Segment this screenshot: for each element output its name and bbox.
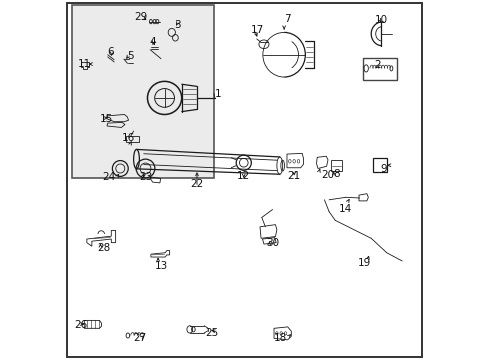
Text: 23: 23 — [139, 172, 152, 182]
Text: 11: 11 — [78, 59, 91, 69]
Text: 16: 16 — [122, 132, 135, 143]
Text: 18: 18 — [273, 333, 286, 343]
Text: 17: 17 — [250, 24, 264, 35]
Text: 13: 13 — [155, 261, 168, 271]
Text: 20: 20 — [320, 170, 333, 180]
Text: 15: 15 — [100, 114, 113, 124]
Text: 24: 24 — [102, 172, 115, 182]
Text: 21: 21 — [287, 171, 300, 181]
Text: 22: 22 — [190, 179, 203, 189]
Bar — [330, 160, 341, 171]
Text: 27: 27 — [133, 333, 146, 343]
Text: 6: 6 — [107, 47, 113, 57]
Bar — [373, 158, 386, 172]
Text: 12: 12 — [236, 171, 249, 181]
Text: 10: 10 — [374, 15, 387, 25]
Text: 9: 9 — [380, 164, 386, 174]
Text: 19: 19 — [357, 258, 370, 268]
Text: 28: 28 — [97, 243, 110, 253]
Bar — [72, 5, 213, 178]
Text: 14: 14 — [338, 204, 351, 214]
Text: 3: 3 — [174, 20, 181, 30]
Bar — [125, 136, 139, 142]
Text: 29: 29 — [134, 12, 148, 22]
Text: 4: 4 — [149, 37, 155, 48]
Text: 25: 25 — [205, 328, 218, 338]
Text: 1: 1 — [215, 89, 221, 99]
Text: 7: 7 — [283, 14, 290, 24]
Text: 2: 2 — [374, 60, 380, 70]
Text: 8: 8 — [332, 168, 339, 179]
Text: 26: 26 — [75, 320, 88, 330]
Text: 5: 5 — [127, 51, 134, 61]
Text: 30: 30 — [265, 238, 279, 248]
Bar — [363, 58, 397, 80]
